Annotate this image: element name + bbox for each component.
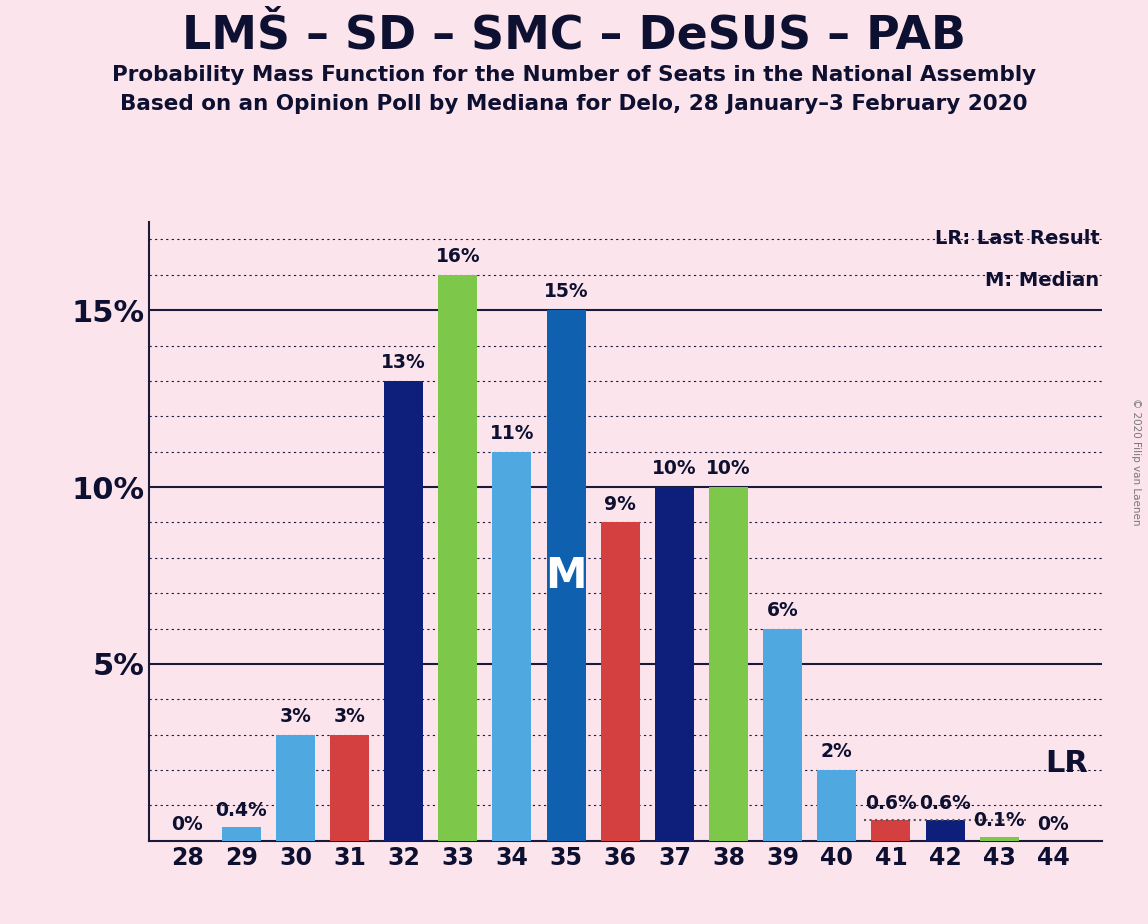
Text: 0%: 0%: [1038, 816, 1069, 834]
Bar: [709, 487, 748, 841]
Bar: [385, 381, 424, 841]
Bar: [817, 770, 856, 841]
Bar: [439, 274, 478, 841]
Bar: [222, 827, 261, 841]
Bar: [331, 735, 369, 841]
Text: 3%: 3%: [279, 707, 311, 726]
Text: Based on an Opinion Poll by Mediana for Delo, 28 January–3 February 2020: Based on an Opinion Poll by Mediana for …: [121, 94, 1027, 115]
Text: 0%: 0%: [171, 816, 203, 834]
Text: M: Median: M: Median: [985, 272, 1100, 290]
Text: 10%: 10%: [706, 459, 751, 479]
Text: LMŠ – SD – SMC – DeSUS – PAB: LMŠ – SD – SMC – DeSUS – PAB: [183, 14, 965, 59]
Bar: [276, 735, 315, 841]
Text: © 2020 Filip van Laenen: © 2020 Filip van Laenen: [1131, 398, 1141, 526]
Text: 0.1%: 0.1%: [974, 811, 1025, 831]
Text: LR: LR: [1045, 748, 1088, 777]
Text: LR: Last Result: LR: Last Result: [934, 229, 1100, 248]
Text: 15%: 15%: [544, 283, 589, 301]
Text: M: M: [545, 554, 587, 597]
Text: 0.6%: 0.6%: [866, 794, 917, 812]
Text: 3%: 3%: [334, 707, 365, 726]
Bar: [925, 820, 964, 841]
Bar: [546, 310, 585, 841]
Text: 9%: 9%: [604, 494, 636, 514]
Text: 11%: 11%: [490, 424, 534, 443]
Text: 6%: 6%: [767, 601, 799, 620]
Text: 10%: 10%: [652, 459, 697, 479]
Text: Probability Mass Function for the Number of Seats in the National Assembly: Probability Mass Function for the Number…: [113, 65, 1035, 85]
Bar: [600, 522, 639, 841]
Bar: [492, 452, 532, 841]
Bar: [871, 820, 910, 841]
Bar: [654, 487, 693, 841]
Text: 13%: 13%: [381, 353, 426, 372]
Text: 0.6%: 0.6%: [920, 794, 971, 812]
Text: 2%: 2%: [821, 742, 853, 761]
Bar: [979, 837, 1018, 841]
Text: 0.4%: 0.4%: [216, 800, 267, 820]
Bar: [763, 628, 802, 841]
Text: 16%: 16%: [435, 247, 480, 266]
